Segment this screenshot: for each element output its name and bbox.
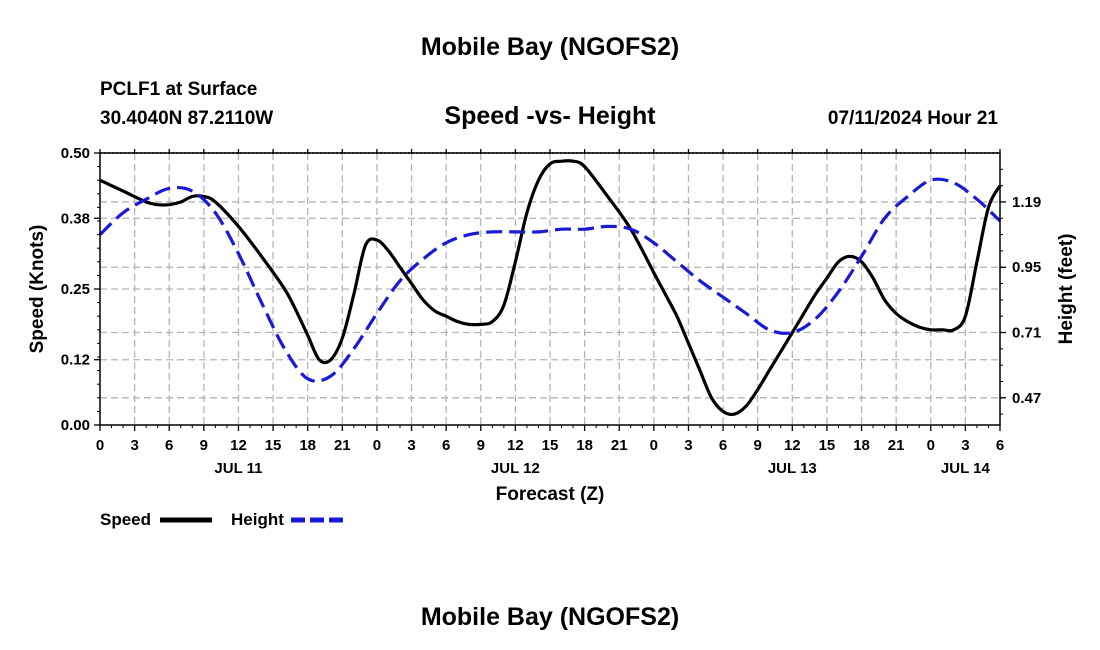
x-tick-label: 0 xyxy=(927,437,935,454)
x-tick-label: 12 xyxy=(230,437,247,454)
x-date-label: JUL 14 xyxy=(941,460,991,477)
y-right-tick-label: 1.19 xyxy=(1012,194,1041,211)
chart-title: Speed -vs- Height xyxy=(444,102,656,130)
height-line xyxy=(98,177,1002,383)
x-tick-label: 3 xyxy=(407,437,415,454)
y-right-tick-label: 0.71 xyxy=(1012,325,1041,342)
height-series xyxy=(98,177,1002,383)
y-left-tick-label: 0.38 xyxy=(61,210,90,227)
y-left-tick-label: 0.50 xyxy=(61,145,90,162)
x-tick-label: 6 xyxy=(442,437,450,454)
legend-height-label: Height xyxy=(231,510,284,529)
top-title: Mobile Bay (NGOFS2) xyxy=(421,33,679,61)
y-left-tick-label: 0.00 xyxy=(61,417,90,434)
x-tick-label: 6 xyxy=(996,437,1004,454)
x-tick-label: 18 xyxy=(576,437,593,454)
x-date-label: JUL 11 xyxy=(214,460,262,477)
x-tick-label: 9 xyxy=(200,437,208,454)
speed-line xyxy=(99,159,1002,417)
legend-speed-label: Speed xyxy=(100,510,151,529)
x-date-label: JUL 12 xyxy=(491,460,540,477)
x-tick-label: 21 xyxy=(611,437,628,454)
x-tick-label: 3 xyxy=(130,437,138,454)
y-axis-left-label: Speed (Knots) xyxy=(27,225,48,354)
station-label: PCLF1 at Surface xyxy=(100,79,257,100)
speed-series xyxy=(99,159,1002,417)
y-left-tick-label: 0.25 xyxy=(61,281,90,298)
x-tick-label: 18 xyxy=(299,437,316,454)
coordinates-label: 30.4040N 87.2110W xyxy=(100,108,273,129)
y-right-tick-label: 0.95 xyxy=(1012,259,1041,276)
datetime-label: 07/11/2024 Hour 21 xyxy=(828,108,998,129)
x-date-label: JUL 13 xyxy=(768,460,817,477)
x-tick-label: 9 xyxy=(754,437,762,454)
x-tick-label: 15 xyxy=(819,437,836,454)
x-tick-label: 6 xyxy=(719,437,727,454)
grid-lines xyxy=(100,153,1000,425)
x-tick-label: 15 xyxy=(542,437,559,454)
x-tick-label: 15 xyxy=(265,437,282,454)
y-left-tick-label: 0.12 xyxy=(61,352,90,369)
axes: 0 3 6 9 12 15 18 21 0 3 6 9 12 15 18 21 0 3 6 9 12 15 18 21 0 3 6J… xyxy=(61,145,1041,477)
x-tick-label: 12 xyxy=(784,437,801,454)
x-tick-label: 6 xyxy=(165,437,173,454)
x-tick-label: 21 xyxy=(888,437,905,454)
x-tick-label: 0 xyxy=(650,437,658,454)
x-tick-label: 0 xyxy=(96,437,104,454)
x-tick-label: 3 xyxy=(961,437,969,454)
bottom-title: Mobile Bay (NGOFS2) xyxy=(421,603,679,631)
x-tick-label: 18 xyxy=(853,437,870,454)
x-tick-label: 3 xyxy=(684,437,692,454)
legend: Speed Height xyxy=(100,510,343,529)
x-axis-label: Forecast (Z) xyxy=(496,484,605,505)
y-right-tick-label: 0.47 xyxy=(1012,390,1041,407)
x-tick-label: 12 xyxy=(507,437,524,454)
x-tick-label: 0 xyxy=(373,437,381,454)
y-axis-right-label: Height (feet) xyxy=(1056,234,1077,345)
x-tick-label: 21 xyxy=(334,437,351,454)
x-tick-label: 9 xyxy=(477,437,485,454)
